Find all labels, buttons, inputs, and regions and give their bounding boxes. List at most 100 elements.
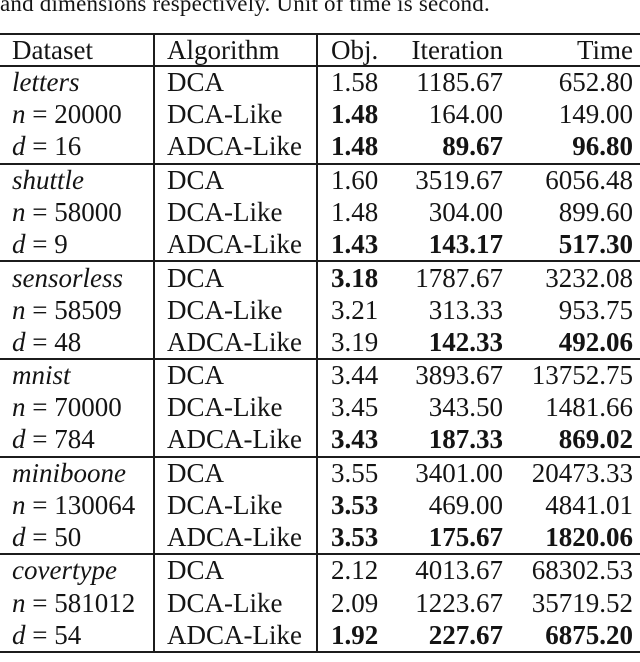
obj-cell: 1.92 (331, 619, 379, 650)
dataset-n-cell: n = 58000 (0, 196, 155, 229)
time-cell: 68302.53 (531, 555, 633, 586)
dataset-d-cell: d = 16 (0, 131, 155, 164)
n-value: 70000 (54, 392, 122, 423)
algorithm-cell: ADCA-Like (154, 326, 318, 359)
var-n: n (12, 196, 26, 227)
dataset-group-shuttle: shuttle DCA 1.60 3519.67 6056.48 n = 580… (0, 163, 640, 262)
var-d: d (12, 619, 26, 650)
table-row: covertype DCA 2.12 4013.67 68302.53 (0, 554, 640, 587)
obj-cell: 2.09 (331, 587, 379, 618)
dataset-group-covertype: covertype DCA 2.12 4013.67 68302.53 n = … (0, 554, 640, 652)
dataset-name: covertype (12, 555, 117, 586)
iteration-cell: 1787.67 (415, 262, 503, 293)
time-cell: 652.80 (558, 67, 633, 98)
algorithm-cell: DCA (154, 456, 318, 490)
d-value: 784 (54, 424, 95, 455)
time-cell: 3232.08 (545, 262, 633, 293)
time-cell: 869.02 (558, 424, 633, 455)
col-header-dataset: Dataset (0, 34, 155, 66)
table-row: letters DCA 1.58 1185.67 652.80 (0, 66, 640, 99)
obj-cell: 3.53 (331, 521, 379, 552)
iteration-cell: 187.33 (428, 424, 503, 455)
col-header-time: Time (576, 34, 633, 65)
d-value: 50 (54, 521, 82, 552)
d-value: 9 (54, 229, 68, 259)
table-row: miniboone DCA 3.55 3401.00 20473.33 (0, 456, 640, 490)
table-row: mnist DCA 3.44 3893.67 13752.75 (0, 358, 640, 392)
time-cell: 4841.01 (545, 489, 633, 520)
table-row: d = 50 ADCA-Like 3.53 175.67 1820.06 (0, 521, 640, 555)
equals-sign: = (32, 196, 48, 227)
time-cell: 899.60 (558, 196, 633, 227)
equals-sign: = (32, 294, 48, 325)
iteration-cell: 4013.67 (415, 555, 503, 586)
obj-cell: 3.18 (331, 262, 379, 293)
obj-cell: 1.43 (331, 229, 379, 259)
var-n: n (12, 392, 26, 423)
time-cell: 492.06 (558, 326, 633, 357)
time-cell: 953.75 (558, 294, 633, 325)
equals-sign: = (32, 392, 48, 423)
algorithm-cell: ADCA-Like (154, 521, 318, 555)
time-cell: 96.80 (572, 131, 633, 162)
obj-cell: 1.48 (331, 131, 379, 162)
n-value: 581012 (54, 587, 136, 618)
table-row: n = 58509 DCA-Like 3.21 313.33 953.75 (0, 293, 640, 327)
table-row: n = 58000 DCA-Like 1.48 304.00 899.60 (0, 196, 640, 229)
col-header-obj: Obj. (331, 34, 379, 65)
dataset-name-cell: letters (0, 66, 155, 99)
algorithm-cell: DCA-Like (154, 293, 318, 327)
algorithm-cell: ADCA-Like (154, 619, 318, 652)
dataset-name: letters (12, 67, 80, 98)
dataset-name-cell: covertype (0, 554, 155, 587)
dataset-d-cell: d = 48 (0, 326, 155, 359)
header-row: Dataset Algorithm Obj. Iteration Time (0, 34, 640, 66)
time-cell: 6875.20 (545, 619, 633, 650)
n-value: 130064 (54, 489, 136, 520)
obj-cell: 3.55 (331, 457, 379, 488)
time-cell: 149.00 (558, 99, 633, 130)
dataset-group-sensorless: sensorless DCA 3.18 1787.67 3232.08 n = … (0, 261, 640, 359)
algorithm-cell: ADCA-Like (154, 131, 318, 164)
dataset-d-cell: d = 784 (0, 424, 155, 457)
iteration-cell: 469.00 (428, 489, 503, 520)
iteration-cell: 3519.67 (415, 164, 503, 195)
table-row: n = 581012 DCA-Like 2.09 1223.67 35719.5… (0, 586, 640, 620)
dataset-n-cell: n = 20000 (0, 98, 155, 132)
var-d: d (12, 521, 26, 552)
dataset-group-miniboone: miniboone DCA 3.55 3401.00 20473.33 n = … (0, 456, 640, 555)
algorithm-cell: ADCA-Like (154, 424, 318, 457)
var-d: d (12, 229, 26, 259)
table-row: d = 16 ADCA-Like 1.48 89.67 96.80 (0, 131, 640, 164)
n-value: 58509 (54, 294, 122, 325)
equals-sign: = (32, 99, 48, 130)
algorithm-cell: DCA (154, 554, 318, 587)
dataset-name-cell: mnist (0, 358, 155, 392)
table-row: n = 20000 DCA-Like 1.48 164.00 149.00 (0, 98, 640, 132)
iteration-cell: 89.67 (442, 131, 503, 162)
iteration-cell: 175.67 (428, 521, 503, 552)
algorithm-cell: DCA-Like (154, 196, 318, 229)
obj-cell: 1.58 (331, 67, 379, 98)
time-cell: 1820.06 (545, 521, 633, 552)
n-value: 20000 (54, 99, 122, 130)
obj-cell: 1.48 (331, 99, 379, 130)
time-cell: 6056.48 (545, 164, 633, 195)
equals-sign: = (32, 587, 48, 618)
var-d: d (12, 131, 26, 162)
var-d: d (12, 326, 26, 357)
equals-sign: = (32, 424, 48, 455)
table-row: n = 70000 DCA-Like 3.45 343.50 1481.66 (0, 391, 640, 425)
iteration-cell: 3401.00 (415, 457, 503, 488)
dataset-d-cell: d = 50 (0, 521, 155, 555)
dataset-group-letters: letters DCA 1.58 1185.67 652.80 n = 2000… (0, 66, 640, 164)
dataset-n-cell: n = 130064 (0, 489, 155, 522)
time-cell: 35719.52 (531, 587, 633, 618)
d-value: 48 (54, 326, 82, 357)
n-value: 58000 (54, 196, 122, 227)
d-value: 54 (54, 619, 82, 650)
dataset-name-cell: sensorless (0, 261, 155, 294)
table-header: Dataset Algorithm Obj. Iteration Time (0, 34, 640, 66)
algorithm-cell: ADCA-Like (154, 228, 318, 262)
iteration-cell: 3893.67 (415, 360, 503, 391)
